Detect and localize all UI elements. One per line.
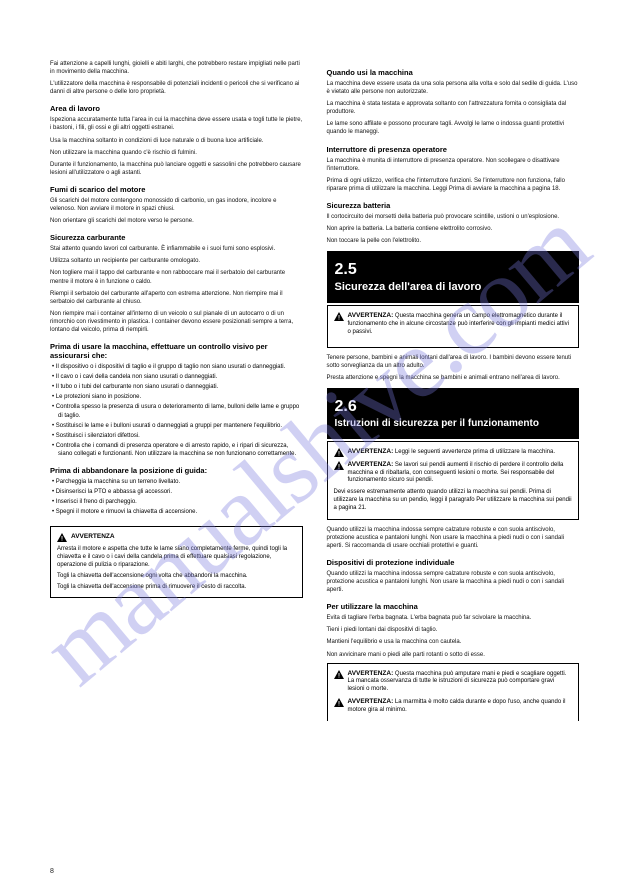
para: Tenere persone, bambini e animali lontan… [327, 354, 580, 370]
heading: Area di lavoro [50, 104, 303, 113]
bullet: Parcheggia la macchina su un terreno liv… [50, 478, 303, 486]
svg-text:!: ! [338, 673, 340, 679]
para: Evita di tagliare l'erba bagnata. L'erba… [327, 614, 580, 622]
heading: Fumi di scarico del motore [50, 185, 303, 194]
section-header: 2.6 Istruzioni di sicurezza per il funzi… [327, 388, 580, 439]
para: Riempi il serbatoio del carburante all'a… [50, 290, 303, 306]
para: L'utilizzatore della macchina è responsa… [50, 80, 303, 96]
para: Quando utilizzi la macchina indossa semp… [327, 526, 580, 550]
svg-text:!: ! [61, 537, 63, 543]
heading: Interruttore di presenza operatore [327, 145, 580, 154]
para: La macchina è munita di interruttore di … [327, 157, 580, 173]
para: Stai attento quando lavori col carburant… [50, 245, 303, 253]
bullet: Sostituisci i silenziatori difettosi. [50, 432, 303, 440]
para: Usa la macchina soltanto in condizioni d… [50, 137, 303, 145]
warning-box: ! AVVERTENZA: Questa macchina genera un … [327, 305, 580, 347]
bullet: Il dispositivo o i dispositivi di taglio… [50, 363, 303, 371]
para: Non toccare la pelle con l'elettrolito. [327, 237, 580, 245]
svg-text:!: ! [338, 316, 340, 322]
warning-box: ! AVVERTENZA: Questa macchina può amputa… [327, 663, 580, 721]
svg-text:!: ! [338, 702, 340, 708]
heading: Dispositivi di protezione individuale [327, 558, 580, 567]
bullet: Disinserisci la PTO e abbassa gli access… [50, 488, 303, 496]
section-number: 2.5 [335, 261, 572, 279]
warning-text: Devi essere estremamente attento quando … [334, 489, 573, 512]
para: Tieni i piedi lontani dai dispositivi di… [327, 626, 580, 634]
warning-box: ! AVVERTENZA: Leggi le seguenti avverten… [327, 441, 580, 520]
para: La macchina è stata testata e approvata … [327, 100, 580, 116]
warning-box: ! AVVERTENZA Arresta il motore e aspetta… [50, 526, 303, 598]
para: Le lame sono affilate e possono procurar… [327, 120, 580, 136]
warning-icon: ! [334, 461, 344, 470]
warning-text: Togli la chiavetta dell'accensione prima… [57, 584, 296, 592]
warning-icon: ! [57, 533, 67, 542]
bullet: Inserisci il freno di parcheggio. [50, 498, 303, 506]
bullet: Il cavo o i cavi della candela non siano… [50, 373, 303, 381]
footer-page-number: 8 [50, 868, 54, 875]
warning-text: Arresta il motore e aspetta che tutte le… [57, 546, 296, 569]
bullet: Controlla che i comandi di presenza oper… [50, 442, 303, 458]
warning-label: AVVERTENZA: [348, 461, 394, 468]
warning-label: AVVERTENZA: [348, 312, 394, 319]
para: Utilizza soltanto un recipiente per carb… [50, 257, 303, 265]
para: Presta attenzione e spegni la macchina s… [327, 374, 580, 382]
para: Mantieni l'equilibrio e usa la macchina … [327, 638, 580, 646]
para: Non riempire mai i container all'interno… [50, 310, 303, 334]
heading: Prima di abbandonare la posizione di gui… [50, 466, 303, 475]
heading: Sicurezza carburante [50, 233, 303, 242]
warning-label: AVVERTENZA: [348, 670, 394, 677]
bullet: Le protezioni siano in posizione. [50, 393, 303, 401]
warning-label: AVVERTENZA: [348, 698, 394, 705]
para: Il cortocircuito dei morsetti della batt… [327, 213, 580, 221]
bullet: Il tubo o i tubi del carburante non sian… [50, 383, 303, 391]
para: La macchina deve essere usata da una sol… [327, 80, 580, 96]
para: Quando utilizzi la macchina indossa semp… [327, 570, 580, 594]
para: Ispeziona accuratamente tutta l'area in … [50, 116, 303, 132]
para: Non avvicinare mani o piedi alle parti r… [327, 651, 580, 659]
para: Non aprire la batteria. La batteria cont… [327, 225, 580, 233]
para: Gli scarichi del motore contengono monos… [50, 197, 303, 213]
heading: Quando usi la macchina [327, 68, 580, 77]
para: Fai attenzione a capelli lunghi, gioiell… [50, 60, 303, 76]
section-header: 2.5 Sicurezza dell'area di lavoro [327, 251, 580, 303]
left-column: Fai attenzione a capelli lunghi, gioiell… [50, 60, 303, 727]
bullet: Spegni il motore e rimuovi la chiavetta … [50, 508, 303, 516]
section-title: Istruzioni di sicurezza per il funzionam… [335, 418, 572, 429]
heading: Prima di usare la macchina, effettuare u… [50, 342, 303, 360]
warning-icon: ! [334, 312, 344, 321]
heading: Per utilizzare la macchina [327, 602, 580, 611]
svg-text:!: ! [338, 464, 340, 470]
warning-icon: ! [334, 670, 344, 679]
para: Non utilizzare la macchina quando c'è ri… [50, 149, 303, 157]
svg-text:!: ! [338, 451, 340, 457]
bullet: Sostituisci le lame e i bulloni usurati … [50, 422, 303, 430]
warning-label: AVVERTENZA: [348, 448, 394, 455]
para: Durante il funzionamento, la macchina pu… [50, 161, 303, 177]
para: Prima di ogni utilizzo, verifica che l'i… [327, 177, 580, 193]
section-number: 2.6 [335, 398, 572, 416]
warning-label: AVVERTENZA [71, 533, 115, 540]
section-title: Sicurezza dell'area di lavoro [335, 281, 572, 293]
para: Non togliere mai il tappo del carburante… [50, 269, 303, 285]
para: Non orientare gli scarichi del motore ve… [50, 217, 303, 225]
heading: Sicurezza batteria [327, 201, 580, 210]
bullet: Controlla spesso la presenza di usura o … [50, 403, 303, 419]
warning-text: Togli la chiavetta dell'accensione ogni … [57, 573, 296, 581]
right-column: Quando usi la macchina La macchina deve … [327, 60, 580, 727]
warning-icon: ! [334, 448, 344, 457]
warning-text: Leggi le seguenti avvertenze prima di ut… [395, 449, 555, 455]
warning-icon: ! [334, 698, 344, 707]
